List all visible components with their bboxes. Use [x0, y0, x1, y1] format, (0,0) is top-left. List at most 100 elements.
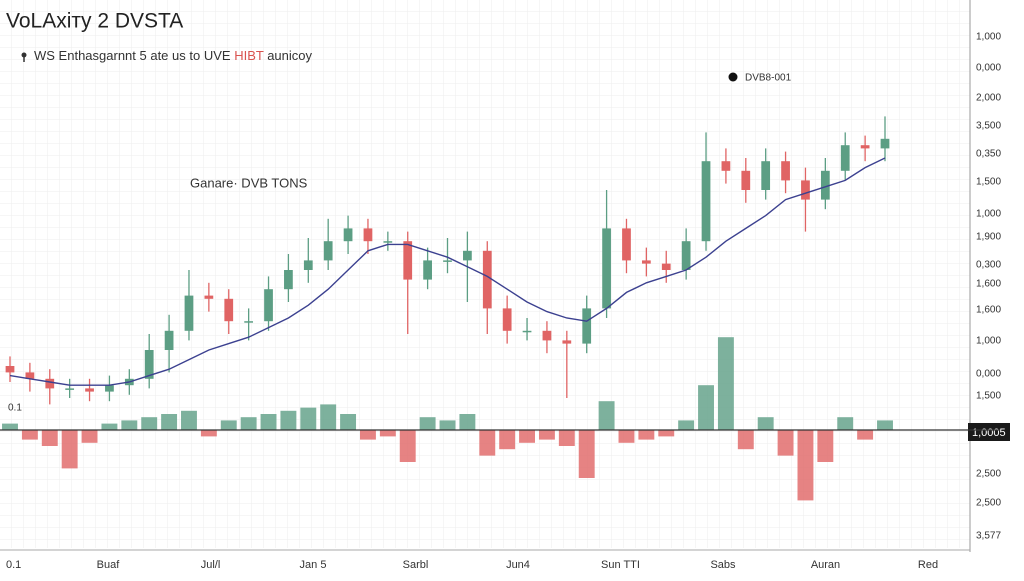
x-tick-label: Jan 5 [300, 559, 327, 571]
histogram-bar [618, 430, 635, 443]
y-tick-label: 3,577 [976, 531, 1001, 542]
histogram-bar [61, 430, 78, 469]
corner-label: 0.1 [8, 403, 22, 414]
candle-body [801, 180, 810, 200]
histogram-bar [220, 420, 237, 430]
candle-body [244, 321, 254, 323]
candle-body [164, 330, 174, 350]
y-tick-label: 0,000 [976, 369, 1001, 380]
histogram-bar [2, 423, 18, 430]
candle-body [602, 228, 611, 309]
x-tick-label: Red [918, 559, 938, 571]
candle-body [761, 161, 771, 190]
histogram-bar [638, 430, 655, 440]
y-tick-label: 1,000 [976, 336, 1001, 347]
candle-body [641, 260, 651, 264]
histogram-bar [81, 430, 98, 443]
histogram-bar [777, 430, 794, 456]
histogram-bar [300, 407, 317, 430]
histogram-bar [757, 417, 774, 430]
x-tick-label: Sarbl [403, 559, 429, 571]
chart-title: VoLAxiтy 2 DVSTA [6, 10, 183, 33]
histogram-bar [141, 417, 158, 430]
candle-body [423, 260, 432, 280]
candle-body [880, 138, 890, 149]
candle-body [661, 263, 671, 270]
histogram-bar [837, 417, 854, 430]
histogram-bar [181, 410, 197, 430]
candle-body [622, 228, 631, 261]
x-tick-label: Jun4 [506, 559, 530, 571]
y-tick-label: 2,500 [976, 469, 1001, 480]
histogram-bar [717, 337, 734, 430]
histogram-bar [161, 414, 178, 430]
candle-body [323, 241, 333, 261]
candle-body [820, 170, 830, 200]
legend-marker [728, 72, 738, 82]
x-tick-label: Sun TTI [601, 559, 640, 571]
candle-body [463, 250, 472, 261]
moving-average-line [9, 157, 886, 386]
histogram-bar [737, 430, 754, 450]
candle-body [383, 241, 393, 243]
candle-body [224, 298, 234, 322]
y-tick-label: 1,600 [976, 305, 1001, 316]
y-tick-label: 1,900 [976, 232, 1001, 243]
histogram-bar [200, 430, 217, 437]
histogram-bar [797, 430, 814, 501]
histogram-bar [399, 430, 416, 462]
candle-body [860, 145, 870, 149]
histogram-bar [658, 430, 675, 437]
subtitle-part: WS Enthasgarnnt 5 ate us to UVE [34, 48, 231, 63]
histogram-bar [877, 420, 893, 430]
histogram-bar [320, 404, 337, 430]
histogram-bar [121, 420, 138, 430]
x-tick-label: Sabs [710, 559, 736, 571]
candle-body [681, 241, 691, 270]
histogram-bar [538, 430, 555, 440]
histogram-bar [360, 430, 376, 440]
y-tick-label: 0,300 [976, 260, 1001, 271]
y-tick-label: 0,000 [976, 63, 1001, 74]
candle-body [522, 330, 532, 333]
histogram-bar [678, 420, 695, 430]
y-tick-label: 3,500 [976, 121, 1001, 132]
histogram-bar [439, 420, 456, 430]
highlight-box [968, 423, 1010, 441]
candle-body [264, 289, 273, 322]
y-tick-label: 1,500 [976, 391, 1001, 402]
subtitle-part: aunicoy [267, 48, 312, 63]
histogram-bar [340, 414, 357, 430]
histogram-bar [817, 430, 834, 462]
candle-body [5, 366, 15, 373]
histogram-bar [558, 430, 575, 446]
candle-body [144, 350, 154, 379]
candle-body [721, 161, 731, 171]
histogram-bar [280, 410, 297, 430]
legend-label: DVB8-001 [745, 73, 792, 84]
y-tick-label: 0,350 [976, 149, 1001, 160]
candle-body [25, 372, 35, 379]
corner-label: 0.1 [6, 559, 21, 571]
candle-body [363, 228, 373, 242]
histogram-bar [41, 430, 58, 446]
histogram-bar [101, 423, 118, 430]
candle-body [582, 308, 592, 344]
candle-body [840, 145, 850, 171]
subtitle-part: HIBT [234, 48, 264, 63]
y-tick-label: 1,0005 [972, 427, 1006, 439]
candle-body [741, 170, 751, 190]
candle-body [85, 388, 94, 392]
candle-body [343, 228, 353, 242]
candle-body [45, 378, 55, 389]
histogram-bar [698, 385, 714, 430]
histogram-bar [578, 430, 595, 478]
x-tick-label: Buaf [97, 559, 121, 571]
histogram-bar [379, 430, 396, 437]
candle-body [303, 260, 313, 270]
candle-body [184, 295, 194, 331]
x-tick-label: Auran [811, 559, 840, 571]
candle-body [781, 161, 790, 181]
x-tick-label: Jul/l [201, 559, 221, 571]
